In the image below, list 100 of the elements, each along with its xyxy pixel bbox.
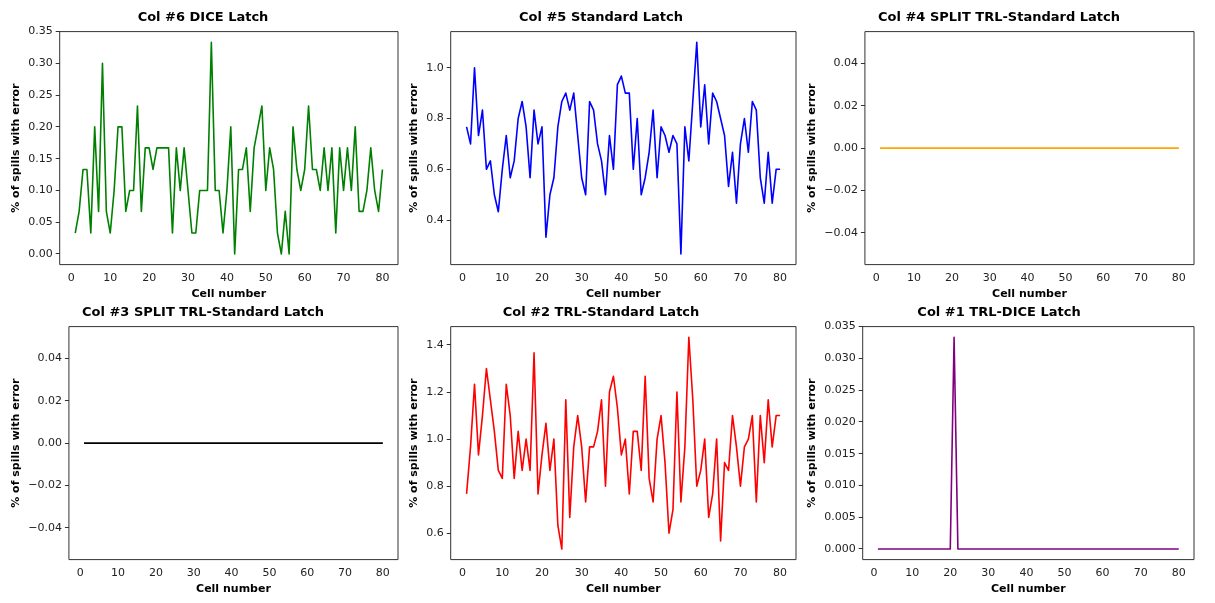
y-tick-label: 0.035 xyxy=(824,319,856,333)
x-tick-label: 10 xyxy=(103,271,118,285)
x-tick-label: 0 xyxy=(870,566,878,580)
x-tick-label: 20 xyxy=(534,566,549,580)
x-tick-label: 30 xyxy=(574,271,589,285)
x-axis-title: Cell number xyxy=(585,582,662,596)
y-tick-label: 0.04 xyxy=(37,351,62,365)
y-tick-label: 0.6 xyxy=(426,162,444,176)
y-tick-label: 1.2 xyxy=(426,384,444,398)
y-tick-label: 0.35 xyxy=(28,24,53,38)
y-tick-label: 0.02 xyxy=(37,393,62,407)
x-axis-title: Cell number xyxy=(992,287,1068,301)
x-tick-label: 30 xyxy=(982,271,997,285)
x-tick-label: 80 xyxy=(1171,566,1186,580)
x-tick-label: 0 xyxy=(459,271,467,285)
x-tick-label: 50 xyxy=(654,271,669,285)
x-tick-label: 30 xyxy=(981,566,996,580)
y-tick-label: 0.04 xyxy=(833,56,858,70)
x-tick-label: 70 xyxy=(733,271,748,285)
x-tick-label: 40 xyxy=(224,566,239,580)
x-tick-label: 80 xyxy=(375,271,390,285)
y-tick-label: 0.6 xyxy=(426,526,444,540)
chart-title: Col #6 DICE Latch xyxy=(137,9,269,25)
y-axis-title: % of spills with error xyxy=(407,82,421,213)
x-tick-label: 70 xyxy=(1133,566,1148,580)
x-tick-label: 40 xyxy=(614,566,629,580)
x-tick-label: 30 xyxy=(181,271,196,285)
y-tick-label: 0.00 xyxy=(833,140,858,154)
y-tick-label: 0.10 xyxy=(28,183,53,197)
y-tick-label: 0.00 xyxy=(37,435,62,449)
y-axis-title: % of spills with error xyxy=(9,377,23,508)
x-tick-label: 70 xyxy=(733,566,748,580)
y-tick-label: 1.4 xyxy=(426,337,444,351)
x-axis-title: Cell number xyxy=(990,582,1067,596)
x-tick-label: 50 xyxy=(262,566,277,580)
x-tick-label: 10 xyxy=(495,566,510,580)
x-tick-label: 40 xyxy=(219,271,234,285)
y-tick-label: 0.8 xyxy=(426,479,444,493)
y-axis-title: % of spills with error xyxy=(805,82,819,213)
x-tick-label: 20 xyxy=(944,271,959,285)
x-tick-label: 0 xyxy=(67,271,75,285)
x-tick-label: 60 xyxy=(693,271,708,285)
x-tick-label: 70 xyxy=(1134,271,1149,285)
y-tick-label: 0.02 xyxy=(833,98,858,112)
x-axis-title: Cell number xyxy=(191,287,267,301)
y-tick-label: 0.025 xyxy=(824,383,856,396)
y-tick-label: 0.020 xyxy=(824,414,856,428)
y-tick-label: 0.05 xyxy=(28,215,53,229)
x-tick-label: 70 xyxy=(336,271,351,285)
x-tick-label: 80 xyxy=(773,271,788,285)
y-tick-label: −0.04 xyxy=(824,225,858,239)
y-tick-label: −0.02 xyxy=(28,478,62,492)
y-axis-title: % of spills with error xyxy=(407,377,421,508)
x-tick-label: 40 xyxy=(1019,566,1034,580)
y-tick-label: 0.000 xyxy=(824,541,856,555)
x-tick-label: 10 xyxy=(495,271,510,285)
x-tick-label: 80 xyxy=(773,566,788,580)
y-tick-label: 0.15 xyxy=(28,151,53,165)
y-tick-label: 0.4 xyxy=(426,212,444,226)
y-axis-title: % of spills with error xyxy=(805,377,819,508)
x-tick-label: 0 xyxy=(872,271,880,285)
y-tick-label: −0.04 xyxy=(28,520,62,534)
y-tick-label: 0.005 xyxy=(824,510,856,524)
y-tick-label: 0.00 xyxy=(28,246,53,260)
x-tick-label: 60 xyxy=(1095,566,1110,580)
x-axis-title: Cell number xyxy=(585,287,662,301)
y-tick-label: 1.0 xyxy=(426,60,444,74)
x-tick-label: 20 xyxy=(142,271,157,285)
y-axis-title: % of spills with error xyxy=(9,82,23,213)
y-tick-label: 0.30 xyxy=(28,56,53,70)
x-tick-label: 0 xyxy=(459,566,467,580)
x-tick-label: 30 xyxy=(186,566,201,580)
y-tick-label: 0.25 xyxy=(28,88,53,101)
x-tick-label: 10 xyxy=(111,566,126,580)
x-tick-label: 20 xyxy=(534,271,549,285)
chart-title: Col #2 TRL-Standard Latch xyxy=(502,304,700,320)
x-tick-label: 30 xyxy=(574,566,589,580)
x-axis-title: Cell number xyxy=(196,582,272,596)
x-tick-label: 60 xyxy=(300,566,315,580)
y-tick-label: 0.030 xyxy=(824,351,856,365)
x-tick-label: 40 xyxy=(1020,271,1035,285)
x-tick-label: 60 xyxy=(1096,271,1111,285)
chart-title: Col #3 SPLIT TRL-Standard Latch xyxy=(81,304,325,320)
y-tick-label: −0.02 xyxy=(824,183,858,197)
x-tick-label: 80 xyxy=(1171,271,1186,285)
x-tick-label: 40 xyxy=(614,271,629,285)
x-tick-label: 20 xyxy=(943,566,958,580)
x-tick-label: 50 xyxy=(258,271,273,285)
x-tick-label: 60 xyxy=(693,566,708,580)
x-tick-label: 10 xyxy=(907,271,922,285)
y-tick-label: 0.20 xyxy=(28,119,53,133)
x-tick-label: 10 xyxy=(905,566,920,580)
x-tick-label: 0 xyxy=(76,566,84,580)
x-tick-label: 20 xyxy=(148,566,163,580)
y-tick-label: 0.8 xyxy=(426,111,444,125)
chart-title: Col #1 TRL-DICE Latch xyxy=(917,304,1081,320)
x-tick-label: 50 xyxy=(654,566,669,580)
chart-title: Col #5 Standard Latch xyxy=(518,9,684,25)
x-tick-label: 80 xyxy=(375,566,390,580)
y-tick-label: 1.0 xyxy=(426,431,444,445)
